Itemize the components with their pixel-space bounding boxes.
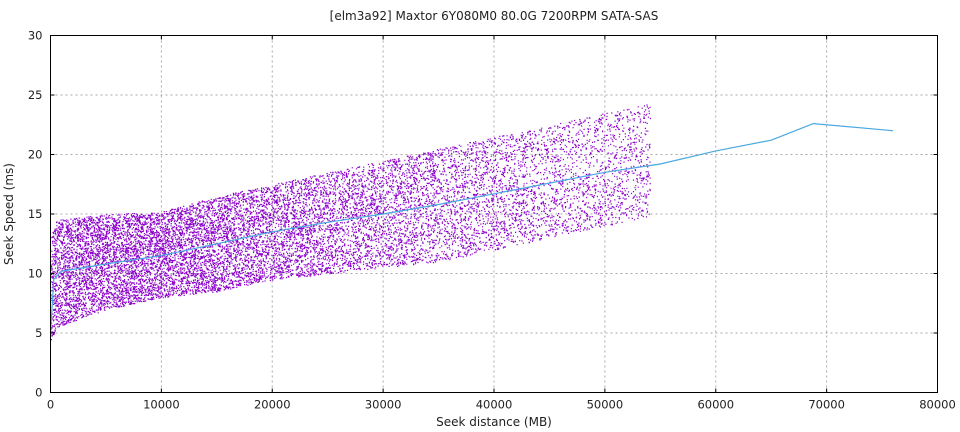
- x-axis-ticks: 0 10000 20000 30000 40000 50000 60000 70000 8000…: [47, 35, 956, 412]
- x-tick-label: 80000: [919, 398, 956, 412]
- x-tick-label: 20000: [254, 398, 291, 412]
- y-tick-label: 10: [28, 267, 43, 281]
- x-tick-label: 10000: [143, 398, 180, 412]
- y-tick-label: 0: [35, 386, 42, 400]
- y-tick-label: 15: [28, 207, 43, 221]
- x-tick-label: 40000: [476, 398, 513, 412]
- y-tick-label: 25: [28, 88, 43, 102]
- chart-title: [elm3a92] Maxtor 6Y080M0 80.0G 7200RPM S…: [330, 9, 659, 23]
- y-axis-ticks: 0 5 10 15 20 25 30: [28, 29, 938, 400]
- trend-lines: [49, 122, 894, 334]
- x-tick-label: 50000: [587, 398, 624, 412]
- x-tick-label: 0: [47, 398, 54, 412]
- scatter-points: [50, 104, 652, 341]
- x-tick-label: 60000: [697, 398, 734, 412]
- y-axis-label: Seek Speed (ms): [2, 163, 16, 265]
- y-tick-label: 20: [28, 148, 43, 162]
- trend-line-0: [49, 122, 894, 334]
- y-tick-label: 5: [35, 326, 42, 340]
- x-axis-label: Seek distance (MB): [436, 415, 552, 429]
- scatter-dots: [50, 104, 652, 341]
- x-tick-label: 70000: [808, 398, 845, 412]
- y-tick-label: 30: [28, 29, 43, 43]
- x-tick-label: 30000: [365, 398, 402, 412]
